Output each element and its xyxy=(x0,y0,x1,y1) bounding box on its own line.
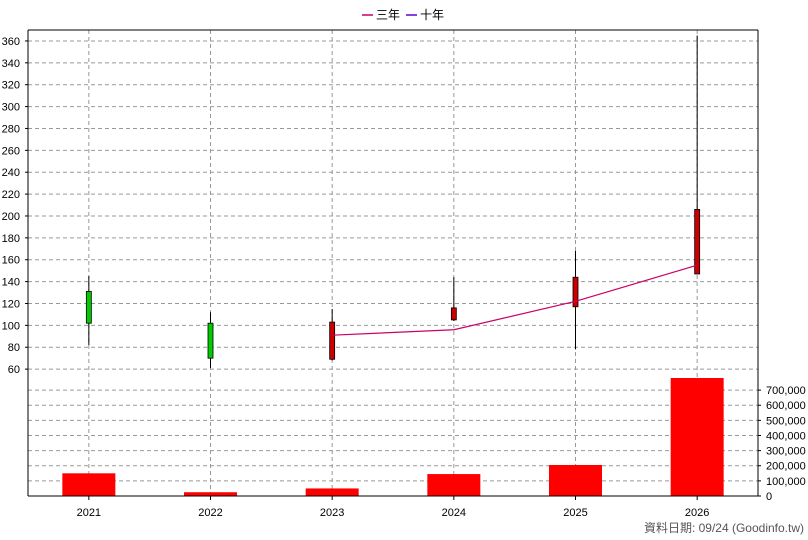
candles xyxy=(85,35,701,369)
price-tick-label: 60 xyxy=(8,364,20,376)
price-tick-label: 260 xyxy=(2,145,20,157)
volume-tick-label: 100,000 xyxy=(766,476,806,488)
volume-tick-label: 700,000 xyxy=(766,385,806,397)
price-tick-label: 220 xyxy=(2,189,20,201)
axes: 60 80 100 120 140 160 180 200 220 240 260 280 300 320… xyxy=(2,29,806,519)
volume-bar xyxy=(305,488,359,496)
category-tick-label: 2021 xyxy=(77,507,101,519)
candle-body xyxy=(207,322,214,359)
candle-body xyxy=(85,291,92,324)
legend-label: 十年 xyxy=(420,8,444,22)
candle-body xyxy=(572,276,579,308)
volume-tick-label: 400,000 xyxy=(766,430,806,442)
category-tick-label: 2023 xyxy=(320,507,344,519)
price-tick-label: 200 xyxy=(2,211,20,223)
legend: 三年 十年 xyxy=(362,8,444,22)
price-tick-label: 320 xyxy=(2,80,20,92)
price-tick-label: 160 xyxy=(2,255,20,267)
price-tick-label: 140 xyxy=(2,277,20,289)
category-tick-label: 2025 xyxy=(563,507,587,519)
price-tick-label: 120 xyxy=(2,298,20,310)
price-tick-label: 360 xyxy=(2,36,20,48)
price-tick-label: 340 xyxy=(2,58,20,70)
price-tick-label: 180 xyxy=(2,233,20,245)
price-tick-label: 240 xyxy=(2,167,20,179)
legend-label: 三年 xyxy=(376,8,400,22)
volume-bar xyxy=(427,474,481,496)
line-series xyxy=(332,264,698,336)
candle-body xyxy=(450,307,457,321)
candle-body xyxy=(329,321,336,360)
volume-tick-label: 0 xyxy=(766,491,772,503)
volume-tick-label: 300,000 xyxy=(766,446,806,458)
volume-tick-label: 600,000 xyxy=(766,400,806,412)
series-line-三年 xyxy=(332,264,698,336)
volume-tick-label: 200,000 xyxy=(766,461,806,473)
price-tick-label: 80 xyxy=(8,342,20,354)
price-tick-label: 100 xyxy=(2,320,20,332)
volume-bar xyxy=(670,378,724,496)
volume-bars xyxy=(62,378,724,496)
category-tick-label: 2026 xyxy=(685,507,709,519)
volume-bar xyxy=(549,464,602,496)
category-tick-label: 2024 xyxy=(442,507,466,519)
volume-bar xyxy=(184,492,237,496)
price-tick-label: 280 xyxy=(2,123,20,135)
category-tick-label: 2022 xyxy=(198,507,222,519)
grid xyxy=(28,30,758,496)
volume-tick-label: 500,000 xyxy=(766,415,806,427)
source-note: 資料日期: 09/24 (Goodinfo.tw) xyxy=(644,521,804,535)
price-tick-label: 300 xyxy=(2,102,20,114)
volume-bar xyxy=(62,473,116,496)
candle-body xyxy=(694,209,701,275)
